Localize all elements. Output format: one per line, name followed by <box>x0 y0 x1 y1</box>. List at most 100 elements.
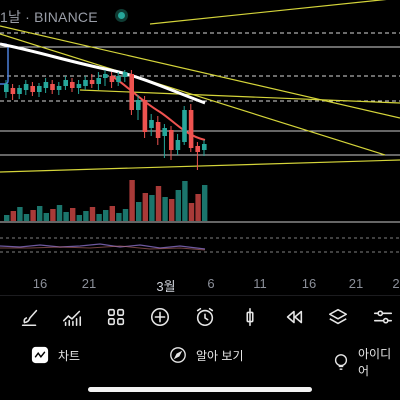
x-axis-tick: 16 <box>301 276 317 291</box>
candle-body <box>96 78 101 84</box>
volume-bar <box>10 211 16 221</box>
symbol-interval-exchange: 1날 · BINANCE <box>0 9 98 25</box>
x-axis-tick: 2 <box>392 276 400 291</box>
nav-explore-label: 알아 보기 <box>196 348 244 363</box>
volume-bar <box>195 194 201 221</box>
candle-body <box>142 100 148 132</box>
volume-bars <box>4 180 208 221</box>
volume-bar <box>109 206 115 221</box>
volume-bar <box>37 206 43 221</box>
candle-body <box>63 80 68 86</box>
compass-icon <box>168 345 188 365</box>
candle-body <box>175 140 181 150</box>
volume-bar <box>169 199 175 221</box>
volume-bar <box>30 210 36 221</box>
candle-body <box>43 82 49 88</box>
candle-body <box>103 74 108 78</box>
chart-toolbar <box>0 295 400 337</box>
x-axis-tick: 11 <box>253 276 267 291</box>
home-indicator <box>88 387 312 392</box>
volume-bar <box>116 213 122 221</box>
candle-body <box>109 76 115 82</box>
volume-bar <box>162 197 168 221</box>
candlestick-series <box>4 70 207 170</box>
candle-body <box>50 84 55 90</box>
trend-line <box>149 0 387 25</box>
trend-lines <box>0 0 400 173</box>
volume-bar <box>23 214 30 221</box>
candle-body <box>122 72 128 77</box>
x-axis-tick: 3월 <box>156 279 176 294</box>
trend-line <box>0 25 400 119</box>
candle-body <box>23 84 29 90</box>
candle-body <box>169 130 174 150</box>
candle-body <box>56 86 62 90</box>
volume-bar <box>155 186 162 221</box>
alarm-clock-icon[interactable] <box>192 304 218 330</box>
lightbulb-icon <box>331 352 350 372</box>
layout-grid-icon[interactable] <box>103 304 129 330</box>
volume-bar <box>188 203 195 221</box>
market-open-indicator <box>115 9 128 22</box>
volume-bar <box>202 185 208 221</box>
x-axis-tick: 21 <box>81 276 97 291</box>
chart-icon <box>30 345 50 365</box>
volume-bar <box>103 210 109 221</box>
volume-bar <box>76 215 82 221</box>
x-axis-tick: 6 <box>207 276 215 291</box>
candle-body <box>76 84 82 88</box>
candle-body <box>188 110 194 148</box>
candle-body <box>149 120 154 128</box>
nav-chart[interactable]: 차트 <box>30 345 80 365</box>
nav-chart-label: 차트 <box>58 348 81 363</box>
volume-bar <box>63 212 69 221</box>
indicators-icon[interactable] <box>59 304 85 330</box>
replay-rewind-icon[interactable] <box>281 304 307 330</box>
nav-ideas[interactable]: 아이디어 <box>331 345 400 379</box>
volume-bar <box>70 208 76 221</box>
volume-bar <box>56 205 63 221</box>
volume-bar <box>136 202 142 221</box>
drawing-rectangle <box>0 43 9 85</box>
volume-bar <box>175 190 181 221</box>
candle-body <box>136 100 141 110</box>
volume-bar <box>142 193 148 221</box>
candle-body <box>182 110 187 142</box>
candle-body <box>4 84 9 92</box>
candle-body <box>30 86 35 92</box>
volume-bar <box>129 180 135 221</box>
volume-bar <box>182 181 188 221</box>
candle-body <box>70 82 75 88</box>
candle-body <box>83 80 88 86</box>
horizontal-levels <box>0 32 400 253</box>
volume-bar <box>149 195 155 221</box>
oscillator-signal <box>0 245 206 251</box>
candle-body <box>37 86 42 92</box>
candle-body <box>202 144 207 150</box>
candle-body <box>17 88 22 94</box>
x-axis-tick: 16 <box>32 276 48 291</box>
settings-sliders-icon[interactable] <box>370 304 396 330</box>
nav-explore[interactable]: 알아 보기 <box>168 345 244 365</box>
candle-body <box>129 74 134 110</box>
candle-body <box>116 76 121 82</box>
candle-body <box>195 146 200 152</box>
x-axis-tick: 21 <box>348 276 364 291</box>
candle-type-icon[interactable] <box>237 304 263 330</box>
candle-body <box>162 128 167 136</box>
volume-bar <box>17 207 23 221</box>
candle-body <box>155 122 161 138</box>
moving-average-white <box>0 42 206 105</box>
oscillator-line <box>0 243 206 250</box>
layers-icon[interactable] <box>325 304 351 330</box>
add-plus-icon[interactable] <box>147 304 173 330</box>
volume-bar <box>43 213 49 221</box>
price-chart[interactable]: 1날 · BINANCE 16 21 3월 6 11 16 21 2 <box>0 0 400 295</box>
volume-bar <box>96 214 102 221</box>
draw-brush-icon[interactable] <box>17 304 43 330</box>
candle-body <box>10 88 16 94</box>
volume-bar <box>50 209 56 221</box>
volume-bar <box>89 207 96 221</box>
volume-bar <box>4 215 10 221</box>
trend-line <box>0 159 400 173</box>
